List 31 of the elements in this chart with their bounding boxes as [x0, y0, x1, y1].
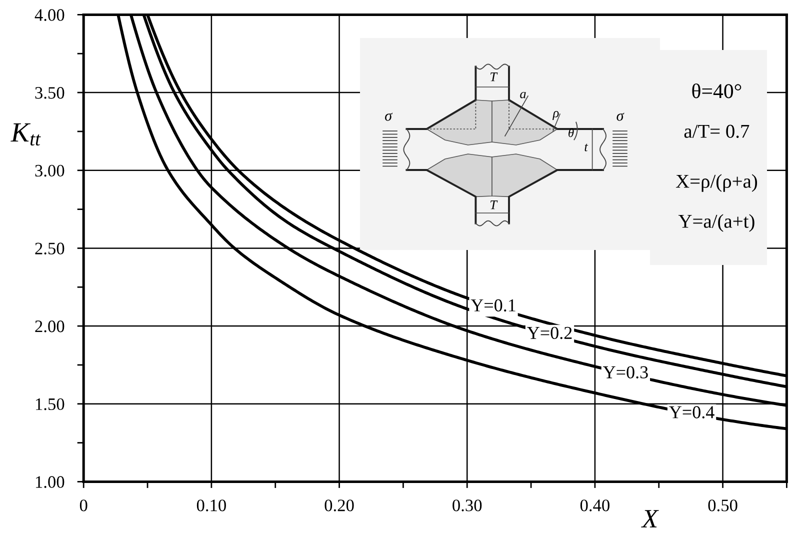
x-tick-label: 0.30	[452, 500, 482, 512]
annotation: X=ρ/(ρ+a)	[676, 174, 758, 192]
y-tick-label: 3.50	[35, 87, 64, 99]
y-axis-title: K$_{tt}$	[10, 123, 41, 146]
annotation: a/T= 0.7	[684, 124, 750, 138]
y-tick-label: 2.50	[35, 242, 64, 254]
x-axis-title: X	[641, 510, 659, 528]
annotation: ρ	[552, 110, 559, 120]
annotation: σ	[384, 112, 393, 121]
x-tick-label: 0.50	[708, 500, 738, 512]
y-tick-label: 1.50	[36, 398, 64, 410]
annotation: θ	[568, 128, 574, 138]
x-tick-label: 0.40	[580, 500, 610, 512]
annotation: t	[584, 144, 588, 152]
x-tick-label: 0.20	[324, 500, 354, 512]
x-tick-label: 0.10	[196, 500, 226, 512]
y-tick-label: 4.00	[34, 9, 64, 21]
series-label: Y=0.1	[470, 299, 516, 312]
annotation: Y=a/(a+t)	[678, 214, 754, 232]
y-tick-label: 1.00	[36, 476, 64, 488]
annotation: T	[490, 72, 498, 82]
series-label: Y=0.2	[527, 326, 572, 340]
series-label: Y=0.4	[669, 406, 714, 418]
y-tick-label: 2.00	[35, 320, 64, 332]
annotation: θ=40°	[692, 83, 742, 98]
series-label: Y=0.3	[603, 366, 648, 378]
annotation: σ	[616, 112, 624, 121]
annotation: T	[490, 200, 498, 210]
x-tick-label: 0	[80, 500, 88, 512]
annotation: a	[520, 92, 526, 98]
y-tick-label: 3.00	[35, 164, 64, 177]
